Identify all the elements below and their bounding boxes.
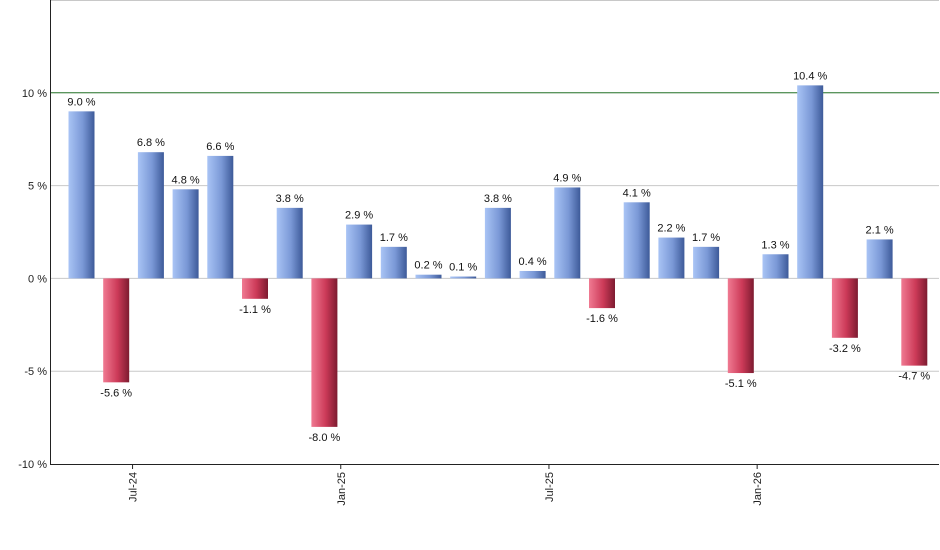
data-label: -8.0 % xyxy=(309,432,341,444)
bar xyxy=(866,239,893,279)
data-label: 1.7 % xyxy=(380,232,408,244)
bar xyxy=(346,224,373,279)
bar xyxy=(207,155,234,279)
data-label: 0.4 % xyxy=(519,256,547,268)
data-label: -5.1 % xyxy=(725,378,757,390)
bar xyxy=(68,111,95,279)
data-label: -1.6 % xyxy=(586,313,618,325)
data-label: 0.2 % xyxy=(414,260,442,272)
bar xyxy=(484,207,511,279)
data-label: -4.7 % xyxy=(898,371,930,383)
data-label: -5.6 % xyxy=(100,387,132,399)
bar xyxy=(554,187,581,279)
bar xyxy=(831,278,858,338)
data-label: 2.1 % xyxy=(866,224,894,236)
bar xyxy=(137,152,164,279)
y-tick-label: -10 % xyxy=(18,459,47,471)
y-tick-label: 5 % xyxy=(28,181,47,193)
y-tick-label: 0 % xyxy=(28,273,47,285)
data-label: 4.9 % xyxy=(553,172,581,184)
x-tick-label: Jan-25 xyxy=(336,472,348,506)
data-labels: 9.0 % -5.6 % 6.8 % 4.8 % 6.6 % -1.1 % 3.8 % -8.… xyxy=(67,70,930,444)
bars xyxy=(68,85,928,427)
y-tick-label: 10 % xyxy=(22,88,47,100)
data-label: 1.7 % xyxy=(692,232,720,244)
data-label: 0.1 % xyxy=(449,262,477,274)
x-tick-label: Jul-25 xyxy=(544,472,556,502)
data-label: -1.1 % xyxy=(239,304,271,316)
y-tick-label: -5 % xyxy=(24,366,47,378)
data-label: 6.8 % xyxy=(137,137,165,149)
bar xyxy=(658,237,685,279)
bar xyxy=(623,202,650,279)
bar xyxy=(242,278,268,299)
bar xyxy=(797,85,824,279)
axes: 10 % 5 % 0 % -5 % -10 % Jul-24 Jan-25 Jul-25 Jan… xyxy=(18,0,939,506)
bar xyxy=(589,278,615,309)
data-label: 4.8 % xyxy=(172,174,200,186)
bar xyxy=(727,278,754,374)
bar xyxy=(762,254,789,279)
bar xyxy=(172,189,199,279)
data-label: 3.8 % xyxy=(484,193,512,205)
data-label: 9.0 % xyxy=(67,96,95,108)
data-label: 2.2 % xyxy=(657,223,685,235)
x-tick-label: Jan-26 xyxy=(752,472,764,506)
bar xyxy=(693,246,720,279)
bar xyxy=(103,278,130,383)
bar xyxy=(450,276,477,279)
bar xyxy=(276,207,303,279)
data-label: 10.4 % xyxy=(793,70,827,82)
data-label: 3.8 % xyxy=(276,193,304,205)
data-label: 2.9 % xyxy=(345,210,373,222)
data-label: 1.3 % xyxy=(761,239,789,251)
bar xyxy=(311,278,338,427)
x-tick-label: Jul-24 xyxy=(128,472,140,502)
bar xyxy=(380,246,407,279)
data-label: -3.2 % xyxy=(829,343,861,355)
data-label: 6.6 % xyxy=(206,141,234,153)
bar xyxy=(415,274,442,279)
bar xyxy=(519,270,546,279)
data-label: 4.1 % xyxy=(623,187,651,199)
bar xyxy=(901,278,928,366)
